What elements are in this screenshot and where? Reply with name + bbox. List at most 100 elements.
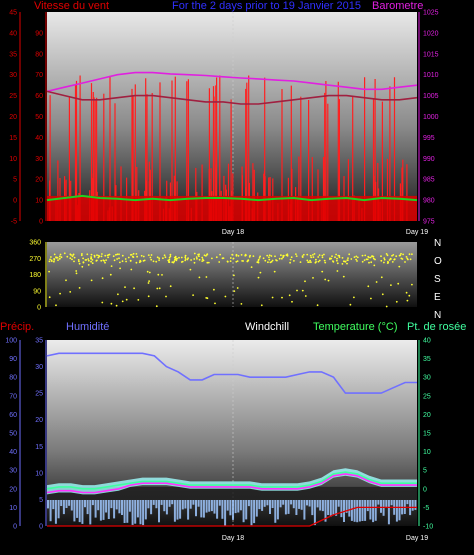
direction-point: [69, 253, 72, 256]
windchill-bar: [245, 500, 248, 520]
windchill-bar: [380, 500, 382, 513]
windchill-bar: [139, 500, 142, 525]
direction-point: [150, 258, 153, 261]
right-axis-tick: 1010: [423, 72, 439, 79]
direction-point: [336, 262, 339, 265]
windchill-bar: [411, 500, 414, 511]
precip-axis-tick: 50: [9, 431, 17, 438]
windchill-bar: [364, 500, 367, 521]
right-axis-tick: 990: [423, 156, 435, 163]
direction-point: [399, 254, 402, 257]
direction-point: [125, 260, 127, 263]
direction-point: [321, 254, 324, 257]
direction-point: [390, 284, 392, 286]
direction-point: [291, 300, 293, 303]
direction-point: [50, 259, 53, 262]
windchill-bar: [306, 500, 308, 506]
direction-point: [186, 258, 189, 261]
precip-axis-tick: 80: [9, 375, 17, 382]
direction-point: [324, 278, 327, 281]
direction-point: [271, 259, 274, 262]
windchill-bar: [176, 500, 179, 520]
direction-point: [125, 298, 128, 301]
windchill-bar: [57, 500, 60, 519]
windchill-bar: [144, 500, 147, 520]
windchill-bar: [263, 500, 266, 507]
direction-point: [257, 261, 260, 264]
direction-point: [327, 279, 330, 282]
direction-point: [146, 270, 149, 273]
direction-point: [275, 259, 277, 261]
humidity-axis-tick: 30: [35, 364, 43, 371]
windchill-bar: [155, 500, 158, 509]
direction-point: [162, 257, 164, 260]
direction-point: [48, 260, 51, 263]
direction-point: [321, 270, 324, 273]
direction-point: [103, 260, 106, 262]
windchill-bar: [107, 500, 110, 519]
left-axis-tick: 40: [9, 30, 17, 37]
direction-axis-tick: 90: [33, 288, 41, 295]
direction-point: [240, 254, 243, 256]
direction-point: [274, 255, 276, 258]
windchill-bar: [131, 500, 134, 525]
windchill-bar: [274, 500, 277, 523]
direction-point: [142, 260, 145, 262]
direction-point: [285, 254, 288, 257]
direction-point: [155, 260, 158, 263]
left-axis-tick: 0: [13, 198, 17, 205]
windchill-bar: [60, 500, 63, 506]
windchill-bar: [372, 500, 375, 523]
windchill-bar: [208, 500, 211, 512]
direction-point: [356, 256, 359, 259]
direction-point: [107, 254, 110, 256]
direction-point: [97, 254, 100, 257]
windchill-bar: [234, 500, 237, 514]
direction-point: [135, 253, 138, 255]
direction-point: [176, 257, 179, 260]
windchill-bar: [52, 500, 55, 510]
left-axis-tick: 15: [9, 135, 17, 142]
direction-point: [149, 256, 152, 259]
direction-point: [197, 253, 200, 256]
direction-point: [85, 259, 88, 261]
windchill-bar: [70, 500, 73, 511]
windchill-bar: [250, 500, 253, 526]
direction-point: [336, 257, 338, 260]
direction-point: [282, 254, 285, 257]
direction-point: [90, 257, 93, 259]
windchill-bar: [295, 500, 298, 515]
direction-point: [257, 260, 260, 262]
windchill-bar: [350, 500, 353, 521]
direction-point: [381, 293, 384, 296]
windchill-bar: [147, 500, 150, 509]
direction-point: [310, 261, 312, 264]
bottom-series-line-0: [46, 352, 417, 394]
temperature-axis-tick: 15: [423, 431, 431, 438]
humidity-axis-tick: 35: [35, 338, 43, 345]
direction-point: [49, 258, 51, 261]
direction-point: [219, 253, 222, 256]
direction-point: [87, 259, 90, 262]
windchill-bar: [271, 500, 274, 508]
windchill-bar: [218, 500, 221, 506]
direction-point: [118, 257, 120, 260]
windchill-bar: [324, 500, 327, 522]
precip-axis-tick: 10: [9, 505, 17, 512]
direction-point: [53, 260, 55, 263]
direction-point: [59, 253, 62, 256]
direction-point: [169, 253, 172, 256]
left-axis-tick: -5: [11, 219, 17, 226]
direction-point: [55, 304, 57, 307]
top-series-line-1: [46, 90, 418, 105]
windchill-bar: [202, 500, 205, 518]
compass-n-top: N: [434, 238, 442, 249]
direction-point: [214, 302, 216, 305]
inner-axis-tick: 60: [35, 93, 43, 100]
direction-point: [90, 279, 93, 282]
temperature-axis-tick: -10: [423, 524, 433, 531]
direction-point: [346, 262, 348, 265]
direction-point: [59, 257, 61, 260]
direction-point: [148, 271, 151, 274]
direction-point: [173, 256, 176, 259]
